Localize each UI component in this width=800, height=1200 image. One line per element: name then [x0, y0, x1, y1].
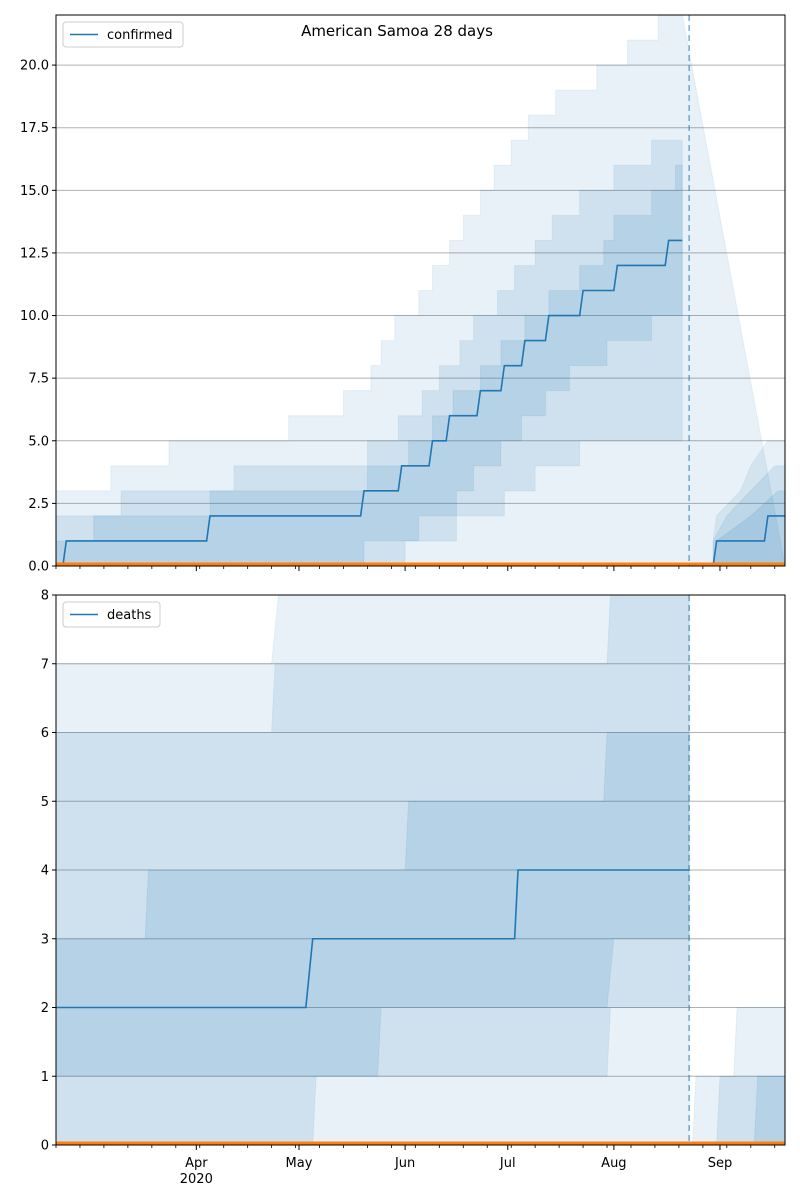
y-tick-label: 17.5: [20, 121, 49, 136]
y-tick-label: 12.5: [20, 246, 49, 261]
y-tick-label: 4: [41, 864, 49, 879]
y-tick-label: 0: [41, 1139, 49, 1154]
x-tick-sublabel: 2020: [180, 1172, 213, 1187]
series-line-deaths: [56, 869, 690, 1009]
series-line-confirmed: [56, 239, 683, 566]
chart-title: American Samoa 28 days: [301, 22, 493, 40]
legend-box: [62, 21, 184, 48]
y-tick-label: 5: [41, 795, 49, 810]
y-tick-label: 20.0: [20, 59, 49, 74]
x-tick-label: Apr: [185, 1156, 208, 1171]
y-tick-label: 7: [41, 657, 49, 672]
axes-frame: [55, 14, 786, 567]
confirmed-panel: 0.0 2.5 5.0 7.5 10.0 12.5 15.0 17.5 20.0 confirme…: [20, 14, 786, 575]
x-tick-label: Aug: [601, 1156, 626, 1171]
uncertainty-band: [56, 139, 683, 566]
series-line-confirmed: [712, 515, 785, 566]
x-tick-label: Jul: [499, 1156, 516, 1171]
y-tick-label: 5.0: [28, 434, 49, 449]
uncertainty-band: [56, 15, 785, 566]
plot-area: [56, 15, 785, 566]
y-tick-label: 3: [41, 932, 49, 947]
y-tick-label: 0.0: [28, 560, 49, 575]
y-tick-label: 2: [41, 1001, 49, 1016]
uncertainty-band: [692, 1007, 785, 1145]
uncertainty-band: [712, 440, 785, 566]
y-tick-label: 7.5: [28, 372, 49, 387]
y-tick-label: 10.0: [20, 309, 49, 324]
legend-label: confirmed: [107, 28, 173, 43]
legend-label: deaths: [107, 608, 152, 623]
x-tick-label: Jun: [394, 1156, 415, 1171]
y-tick-label: 1: [41, 1070, 49, 1085]
x-tick-label: May: [286, 1156, 313, 1171]
y-tick-label: 6: [41, 726, 49, 741]
uncertainty-band: [56, 732, 690, 1077]
legend-box: [62, 601, 161, 628]
y-tick-label: 2.5: [28, 497, 49, 512]
plot-area: [56, 595, 785, 1145]
x-tick-label: Sep: [708, 1156, 733, 1171]
uncertainty-band: [753, 1075, 785, 1145]
y-tick-label: 15.0: [20, 184, 49, 199]
uncertainty-band: [716, 1075, 785, 1145]
y-tick-label: 8: [41, 589, 49, 604]
